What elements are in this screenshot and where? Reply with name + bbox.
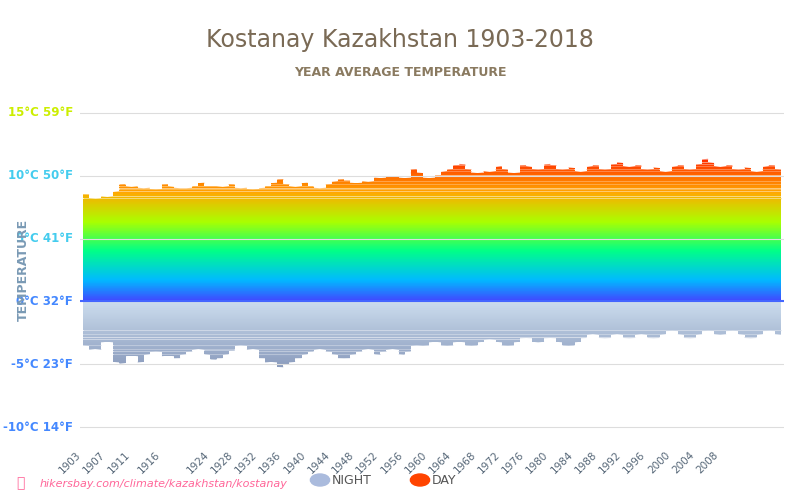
Text: 0°C 32°F: 0°C 32°F xyxy=(16,295,73,308)
Text: YEAR AVERAGE TEMPERATURE: YEAR AVERAGE TEMPERATURE xyxy=(294,66,506,79)
Text: TEMPERATURE: TEMPERATURE xyxy=(17,219,30,321)
Text: NIGHT: NIGHT xyxy=(332,474,372,486)
Text: -10°C 14°F: -10°C 14°F xyxy=(3,421,73,434)
Text: 10°C 50°F: 10°C 50°F xyxy=(8,169,73,182)
Text: DAY: DAY xyxy=(432,474,457,486)
Text: 5°C 41°F: 5°C 41°F xyxy=(16,232,73,245)
Text: hikersbay.com/climate/kazakhstan/kostanay: hikersbay.com/climate/kazakhstan/kostana… xyxy=(40,479,288,489)
Text: Kostanay Kazakhstan 1903-2018: Kostanay Kazakhstan 1903-2018 xyxy=(206,28,594,52)
Text: 📍: 📍 xyxy=(16,476,24,490)
Text: 15°C 59°F: 15°C 59°F xyxy=(8,106,73,119)
Text: -5°C 23°F: -5°C 23°F xyxy=(11,358,73,371)
